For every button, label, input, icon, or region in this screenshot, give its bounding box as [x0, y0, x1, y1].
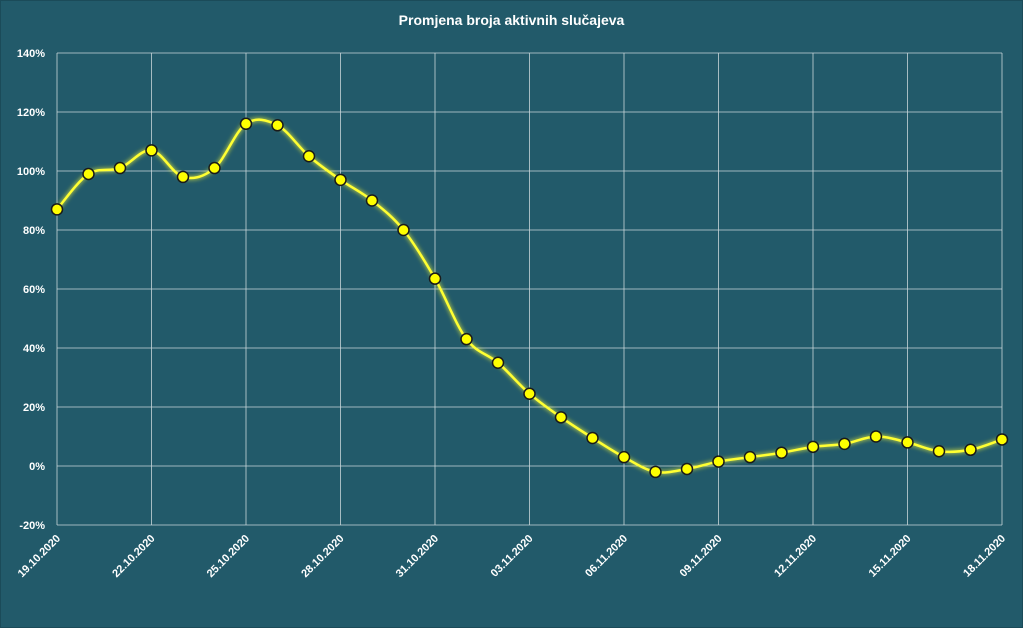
- y-tick-label: 60%: [23, 284, 45, 296]
- y-tick-label: 20%: [23, 402, 45, 414]
- grid-lines: [56, 52, 1003, 526]
- x-tick-label: 15.11.2020: [867, 533, 914, 580]
- x-tick-label: 19.10.2020: [16, 533, 63, 580]
- data-point: [649, 465, 662, 479]
- y-tick-label: 80%: [23, 225, 45, 237]
- data-point: [50, 203, 64, 216]
- data-point: [365, 194, 379, 207]
- y-tick-label: -20%: [19, 520, 45, 532]
- data-point: [82, 167, 95, 181]
- x-tick-label: 09.11.2020: [678, 533, 725, 580]
- data-point: [775, 446, 788, 459]
- chart-title: Promjena broja aktivnih slučajeva: [398, 12, 625, 28]
- data-point: [838, 437, 851, 451]
- x-tick-label: 31.10.2020: [394, 533, 441, 580]
- y-tick-label: 140%: [17, 48, 45, 60]
- x-tick-label: 12.11.2020: [772, 533, 819, 580]
- x-tick-label: 18.11.2020: [961, 533, 1008, 580]
- data-point: [239, 117, 253, 131]
- y-tick-label: 40%: [23, 343, 45, 355]
- data-point: [554, 411, 568, 424]
- data-point: [428, 272, 442, 285]
- y-tick-label: 100%: [17, 166, 45, 178]
- data-point: [712, 455, 725, 468]
- data-point: [869, 430, 883, 443]
- y-tick-label: 120%: [17, 107, 45, 119]
- data-point: [932, 445, 946, 458]
- data-point: [995, 433, 1009, 446]
- data-point: [334, 173, 347, 187]
- data-point: [491, 356, 505, 369]
- x-tick-label: 28.10.2020: [299, 533, 346, 580]
- data-point: [901, 436, 914, 449]
- data-point: [617, 450, 631, 464]
- data-point: [586, 431, 599, 445]
- data-point: [523, 387, 536, 400]
- data-point: [806, 440, 820, 454]
- y-axis-ticks: -20% 0% 20% 40% 60% 80% 100% 120% 140%: [17, 48, 45, 532]
- data-point: [271, 119, 284, 132]
- x-tick-label: 06.11.2020: [583, 533, 630, 580]
- data-point: [397, 223, 410, 237]
- data-point: [743, 450, 757, 464]
- data-point: [680, 462, 694, 476]
- data-point: [113, 161, 127, 175]
- x-tick-label: 22.10.2020: [110, 533, 157, 580]
- data-point: [145, 144, 158, 157]
- x-tick-label: 03.11.2020: [489, 533, 536, 580]
- data-point: [964, 443, 977, 457]
- data-point: [302, 150, 316, 163]
- data-point: [460, 332, 473, 346]
- data-point: [176, 170, 190, 184]
- x-axis-ticks: 19.10.2020 22.10.2020 25.10.2020 28.10.2020…: [16, 533, 1008, 580]
- y-tick-label: 0%: [29, 461, 45, 473]
- data-point: [208, 161, 221, 175]
- data-points: [50, 117, 1009, 479]
- x-tick-label: 25.10.2020: [205, 533, 252, 580]
